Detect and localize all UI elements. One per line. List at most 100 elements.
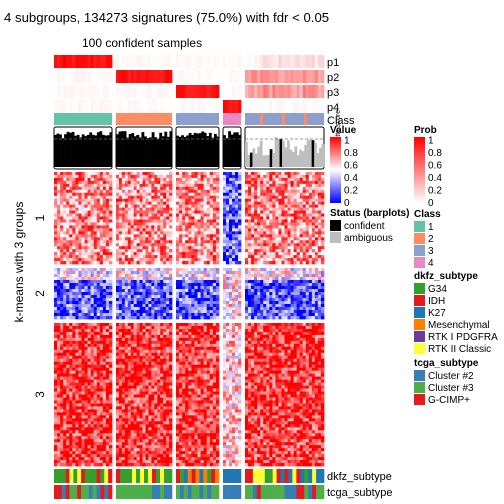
heatmap-cell bbox=[57, 388, 61, 392]
heatmap-cell bbox=[293, 255, 298, 259]
heatmap-cell bbox=[235, 172, 239, 176]
prob-cell bbox=[206, 55, 211, 68]
heatmap-cell bbox=[90, 249, 95, 253]
heatmap-cell bbox=[299, 204, 304, 208]
heatmap-cell bbox=[275, 255, 279, 259]
heatmap-cell bbox=[127, 180, 132, 185]
heatmap-cell bbox=[151, 280, 155, 284]
heatmap-cell bbox=[232, 255, 236, 259]
heatmap-cell bbox=[206, 261, 211, 265]
prob-cell bbox=[229, 100, 233, 113]
heatmap-cell bbox=[311, 298, 316, 302]
heatmap-cell bbox=[81, 204, 85, 208]
heatmap-cell bbox=[251, 216, 255, 220]
heatmap-cell bbox=[154, 222, 158, 226]
heatmap-cell bbox=[254, 180, 258, 185]
heatmap-cell bbox=[60, 370, 64, 374]
heatmap-cell bbox=[96, 292, 101, 296]
silhouette-bar bbox=[56, 133, 60, 167]
heatmap-cell bbox=[263, 243, 267, 247]
heatmap-cell bbox=[93, 328, 98, 333]
heatmap-cell bbox=[124, 240, 129, 244]
prob-cell bbox=[197, 55, 201, 68]
heatmap-cell bbox=[102, 261, 107, 265]
heatmap-cell bbox=[302, 295, 307, 299]
heatmap-cell bbox=[191, 316, 195, 320]
heatmap-cell bbox=[87, 307, 91, 311]
heatmap-cell bbox=[290, 219, 294, 223]
heatmap-cell bbox=[163, 172, 167, 176]
heatmap-cell bbox=[87, 201, 91, 205]
silhouette-bar bbox=[203, 132, 207, 167]
heatmap-cell bbox=[206, 207, 211, 211]
heatmap-cell bbox=[284, 307, 288, 311]
heatmap-cell bbox=[142, 277, 146, 281]
prob-cell bbox=[66, 100, 70, 113]
heatmap-cell bbox=[257, 216, 261, 220]
heatmap-cell bbox=[93, 277, 98, 281]
heatmap-cell bbox=[121, 237, 126, 241]
heatmap-cell bbox=[102, 255, 107, 259]
heatmap-cell bbox=[72, 213, 76, 217]
heatmap-cell bbox=[163, 298, 167, 302]
heatmap-cell bbox=[226, 198, 230, 203]
prob-cell bbox=[63, 100, 67, 113]
heatmap-cell bbox=[191, 283, 195, 287]
heatmap-cell bbox=[287, 195, 291, 200]
heatmap-cell bbox=[69, 219, 73, 223]
heatmap-cell bbox=[215, 240, 220, 244]
heatmap-cell bbox=[133, 298, 137, 302]
heatmap-cell bbox=[81, 240, 85, 244]
heatmap-cell bbox=[238, 246, 242, 250]
heatmap-cell bbox=[81, 219, 85, 223]
heatmap-cell bbox=[93, 286, 98, 290]
prob-cell bbox=[272, 70, 276, 83]
heatmap-cell bbox=[84, 323, 88, 327]
prob-cell bbox=[266, 55, 270, 68]
heatmap-cell bbox=[157, 192, 161, 197]
heatmap-cell bbox=[248, 201, 252, 205]
heatmap-cell bbox=[90, 307, 95, 311]
heatmap-cell bbox=[191, 237, 195, 241]
heatmap-cell bbox=[254, 213, 258, 217]
heatmap-cell bbox=[287, 255, 291, 259]
heatmap-cell bbox=[226, 252, 230, 256]
heatmap-cell bbox=[93, 222, 98, 226]
heatmap-cell bbox=[287, 274, 291, 278]
heatmap-cell bbox=[96, 325, 101, 330]
heatmap-cell bbox=[69, 385, 73, 389]
heatmap-cell bbox=[299, 249, 304, 253]
heatmap-cell bbox=[293, 280, 298, 284]
heatmap-cell bbox=[284, 177, 288, 182]
heatmap-cell bbox=[281, 286, 285, 290]
heatmap-cell bbox=[275, 189, 279, 194]
heatmap-cell bbox=[238, 271, 242, 275]
heatmap-cell bbox=[124, 316, 129, 320]
heatmap-cell bbox=[248, 246, 252, 250]
heatmap-cell bbox=[105, 304, 110, 308]
prob-cell bbox=[182, 55, 186, 68]
heatmap-cell bbox=[99, 231, 104, 235]
heatmap-cell bbox=[78, 343, 82, 348]
heatmap-cell bbox=[96, 379, 101, 383]
heatmap-cell bbox=[311, 213, 316, 217]
heatmap-cell bbox=[127, 177, 132, 182]
heatmap-cell bbox=[130, 301, 135, 305]
heatmap-cell bbox=[157, 289, 161, 293]
heatmap-cell bbox=[90, 382, 95, 386]
heatmap-cell bbox=[311, 219, 316, 223]
silhouette-bar bbox=[309, 139, 312, 167]
heatmap-cell bbox=[188, 195, 192, 200]
heatmap-cell bbox=[121, 289, 126, 293]
heatmap-cell bbox=[105, 355, 110, 360]
heatmap-cell bbox=[66, 346, 70, 351]
heatmap-cell bbox=[194, 280, 198, 284]
heatmap-cell bbox=[133, 277, 137, 281]
heatmap-cell bbox=[223, 228, 227, 232]
heatmap-cell bbox=[251, 252, 255, 256]
heatmap-cell bbox=[157, 280, 161, 284]
heatmap-cell bbox=[63, 177, 67, 182]
heatmap-cell bbox=[72, 255, 76, 259]
heatmap-cell bbox=[272, 189, 276, 194]
heatmap-cell bbox=[296, 268, 301, 272]
